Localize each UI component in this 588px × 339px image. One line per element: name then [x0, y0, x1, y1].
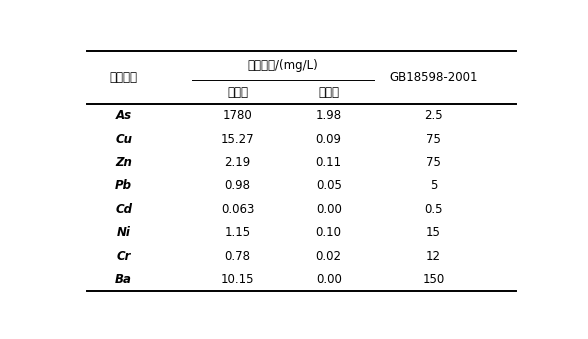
Text: 75: 75 — [426, 156, 441, 169]
Text: 0.09: 0.09 — [316, 133, 342, 145]
Text: 1.98: 1.98 — [316, 109, 342, 122]
Text: 1780: 1780 — [223, 109, 252, 122]
Text: As: As — [116, 109, 132, 122]
Text: 75: 75 — [426, 133, 441, 145]
Text: 0.05: 0.05 — [316, 179, 342, 193]
Text: 150: 150 — [422, 273, 445, 286]
Text: 固化体: 固化体 — [318, 85, 339, 99]
Text: 检测项目: 检测项目 — [109, 71, 138, 84]
Text: 1.15: 1.15 — [225, 226, 250, 239]
Text: Zn: Zn — [115, 156, 132, 169]
Text: 0.10: 0.10 — [316, 226, 342, 239]
Text: 0.00: 0.00 — [316, 273, 342, 286]
Text: 5: 5 — [430, 179, 437, 193]
Text: 10.15: 10.15 — [221, 273, 254, 286]
Text: 0.98: 0.98 — [225, 179, 250, 193]
Text: 0.00: 0.00 — [316, 203, 342, 216]
Text: 0.02: 0.02 — [316, 250, 342, 263]
Text: 浸出浓度/(mg/L): 浸出浓度/(mg/L) — [248, 59, 319, 72]
Text: Cu: Cu — [115, 133, 132, 145]
Text: Ba: Ba — [115, 273, 132, 286]
Text: 2.5: 2.5 — [424, 109, 443, 122]
Text: 原神渣: 原神渣 — [227, 85, 248, 99]
Text: 15: 15 — [426, 226, 441, 239]
Text: 0.11: 0.11 — [316, 156, 342, 169]
Text: 0.5: 0.5 — [425, 203, 443, 216]
Text: Pb: Pb — [115, 179, 132, 193]
Text: 15.27: 15.27 — [220, 133, 255, 145]
Text: 0.063: 0.063 — [221, 203, 254, 216]
Text: GB18598-2001: GB18598-2001 — [389, 71, 478, 84]
Text: 2.19: 2.19 — [225, 156, 250, 169]
Text: Cd: Cd — [115, 203, 132, 216]
Text: Cr: Cr — [116, 250, 131, 263]
Text: 12: 12 — [426, 250, 441, 263]
Text: 0.78: 0.78 — [225, 250, 250, 263]
Text: Ni: Ni — [116, 226, 131, 239]
